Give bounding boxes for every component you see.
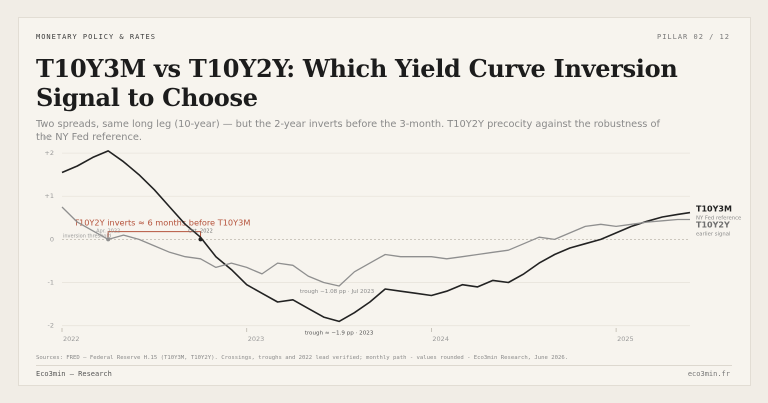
chart-card xyxy=(18,17,751,386)
brand-label: Eco3min — Research xyxy=(36,370,112,378)
t10y3m-end-note: NY Fed reference xyxy=(696,216,741,222)
lead-annotation-label: T10Y2Y inverts ≈ 6 months before T10Y3M xyxy=(73,218,250,228)
footer-divider xyxy=(36,365,732,366)
y-tick-label: +2 xyxy=(44,149,54,157)
x-tick-label: 2022 xyxy=(63,335,80,343)
t10y3m-trough-label: trough ≈ −1.9 pp · 2023 xyxy=(305,330,374,336)
t10y2y-line xyxy=(61,206,690,287)
page-title: T10Y3M vs T10Y2Y: Which Yield Curve Inve… xyxy=(36,54,678,112)
pillar-indicator: PILLAR 02 / 12 xyxy=(656,33,730,41)
x-tick-label: 2024 xyxy=(432,335,449,343)
x-tick-label: 2023 xyxy=(248,335,265,343)
t10y2y-end-note: earlier signal xyxy=(696,232,730,238)
section-kicker: MONETARY POLICY & RATES xyxy=(36,33,156,41)
page-subtitle: Two spreads, same long leg (10-year) — b… xyxy=(36,119,660,143)
site-domain: eco3min.fr xyxy=(687,370,730,378)
t10y2y-end-label: T10Y2Y xyxy=(696,221,730,230)
x-tick-label: 2025 xyxy=(617,335,634,343)
y-tick-label: -2 xyxy=(48,322,54,330)
t10y3m-end-label: T10Y3M xyxy=(696,205,732,214)
t10y2y-trough-label: trough −1.08 pp · Jul 2023 xyxy=(300,289,375,295)
t10y2y-inversion-marker xyxy=(106,237,111,242)
y-tick-label: +1 xyxy=(44,192,54,200)
sources-note: Sources: FRED — Federal Reserve H.15 (T1… xyxy=(36,355,569,361)
t10y3m-inversion-date: Oct. 2022 xyxy=(188,228,213,234)
y-tick-label: 0 xyxy=(50,235,54,243)
inversion-threshold-caption: inversion threshold xyxy=(63,233,111,239)
t10y2y-inversion-date: Apr. 2022 xyxy=(96,228,120,234)
y-tick-label: -1 xyxy=(48,279,54,287)
t10y3m-inversion-marker xyxy=(198,237,203,242)
lead-bracket xyxy=(107,231,202,238)
t10y3m-line xyxy=(61,150,691,323)
y-unit-label: pp xyxy=(43,135,50,141)
